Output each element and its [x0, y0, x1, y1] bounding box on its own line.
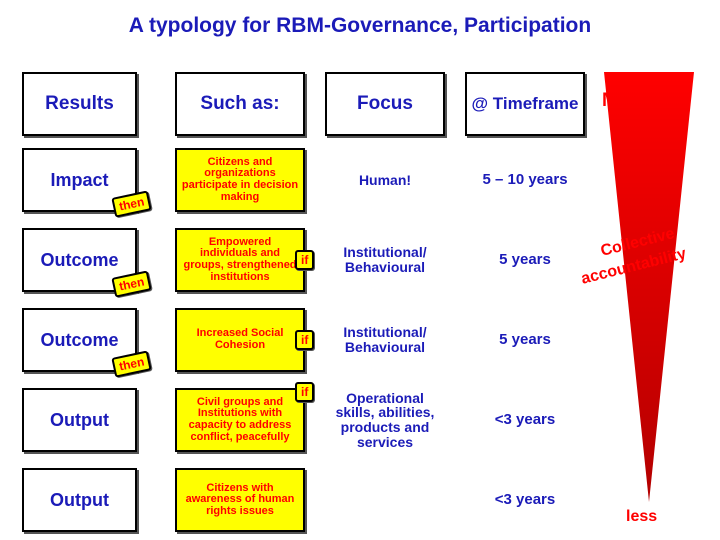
timeframe-cell: 5 years	[465, 228, 585, 292]
timeframe-cell: <3 years	[465, 388, 585, 452]
if-chip: if	[295, 330, 314, 350]
header-timeframe: @ Timeframe	[465, 72, 585, 136]
timeframe-cell: 5 – 10 years	[465, 148, 585, 212]
focus-cell: Institutional/ Behavioural	[325, 228, 445, 292]
focus-cell: Operational skills, abilities, products …	[325, 388, 445, 452]
triangle-icon	[604, 72, 694, 502]
focus-cell: Human!	[325, 148, 445, 212]
suchas-cell: Citizens and organizations participate i…	[175, 148, 305, 212]
timeframe-cell: 5 years	[465, 308, 585, 372]
suchas-cell: Civil groups and Institutions with capac…	[175, 388, 305, 452]
suchas-cell: Empowered individuals and groups, streng…	[175, 228, 305, 292]
header-suchas: Such as:	[175, 72, 305, 136]
focus-cell: Institutional/ Behavioural	[325, 308, 445, 372]
level-cell: Output	[22, 388, 137, 452]
timeframe-cell: <3 years	[465, 468, 585, 532]
if-chip: if	[295, 250, 314, 270]
if-chip: if	[295, 382, 314, 402]
header-results: Results	[22, 72, 137, 136]
less-label: less	[626, 508, 657, 526]
suchas-cell: Citizens with awareness of human rights …	[175, 468, 305, 532]
level-cell: Output	[22, 468, 137, 532]
suchas-cell: Increased Social Cohesion	[175, 308, 305, 372]
header-focus: Focus	[325, 72, 445, 136]
page-title: A typology for RBM-Governance, Participa…	[0, 14, 720, 38]
